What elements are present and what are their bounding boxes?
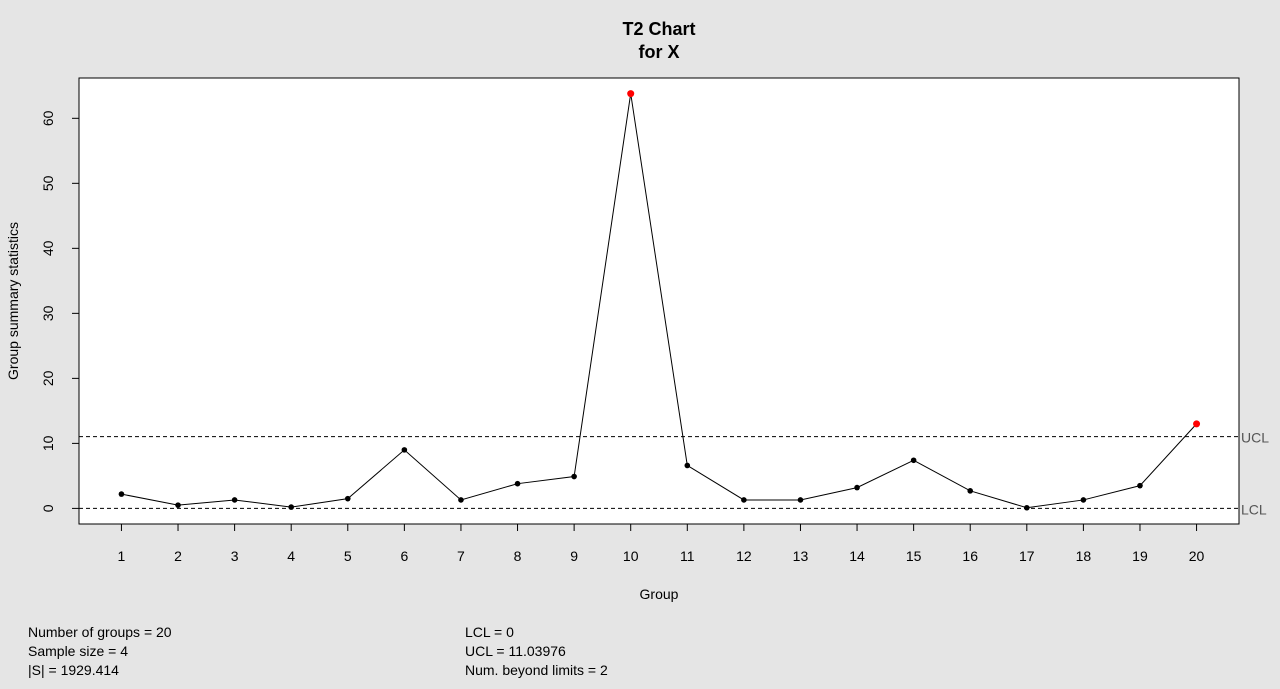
- x-tick-label: 3: [231, 548, 239, 564]
- data-point: [967, 488, 974, 494]
- data-point: [514, 480, 521, 487]
- x-tick-label: 5: [344, 548, 352, 564]
- x-tick-label: 17: [1019, 548, 1035, 564]
- chart-title: T2 Chart: [622, 19, 696, 39]
- data-point: [1080, 497, 1087, 503]
- x-tick-label: 2: [174, 548, 182, 564]
- data-point: [910, 457, 917, 464]
- data-point: [231, 497, 238, 503]
- data-point-violation: [1193, 420, 1201, 428]
- stat-determinant: |S| = 1929.414: [28, 662, 119, 678]
- lcl-label: LCL: [1241, 501, 1267, 517]
- data-point: [1024, 504, 1030, 511]
- ucl-label: UCL: [1241, 430, 1269, 446]
- y-tick-label: 20: [40, 370, 56, 386]
- x-tick-label: 7: [457, 548, 465, 564]
- x-tick-label: 4: [287, 548, 295, 564]
- stat-lcl: LCL = 0: [465, 624, 514, 640]
- data-point: [401, 447, 408, 453]
- x-tick-label: 16: [962, 548, 978, 564]
- x-tick-label: 9: [570, 548, 578, 564]
- y-tick-label: 40: [40, 240, 56, 256]
- y-tick-label: 0: [40, 504, 56, 512]
- y-tick-label: 60: [40, 110, 56, 126]
- x-tick-label: 20: [1189, 548, 1205, 564]
- x-tick-label: 18: [1076, 548, 1092, 564]
- data-point: [175, 502, 181, 508]
- data-point: [458, 497, 464, 503]
- data-point: [797, 497, 804, 503]
- data-point: [684, 462, 691, 469]
- x-tick-label: 14: [849, 548, 865, 564]
- data-point: [1137, 482, 1143, 489]
- stats-left: Number of groups = 20 Sample size = 4 |S…: [28, 623, 172, 680]
- y-tick-label: 10: [40, 435, 56, 451]
- x-tick-label: 6: [400, 548, 408, 564]
- series-line: [121, 93, 1197, 509]
- data-point-violation: [627, 90, 635, 98]
- data-point: [344, 495, 351, 502]
- data-point: [118, 491, 125, 497]
- x-tick-label: 12: [736, 548, 752, 564]
- data-point: [854, 484, 860, 491]
- y-axis-label: Group summary statistics: [5, 222, 21, 380]
- chart-subtitle: for X: [638, 42, 680, 62]
- data-point: [741, 497, 747, 503]
- y-tick-label: 30: [40, 305, 56, 321]
- x-tick-label: 13: [793, 548, 809, 564]
- data-point: [288, 504, 294, 510]
- x-tick-label: 15: [906, 548, 922, 564]
- y-tick-label: 50: [40, 175, 56, 191]
- stat-sample-size: Sample size = 4: [28, 643, 128, 659]
- stat-number-of-groups: Number of groups = 20: [28, 624, 172, 640]
- stats-right: LCL = 0 UCL = 11.03976 Num. beyond limit…: [465, 623, 608, 680]
- x-tick-label: 10: [623, 548, 639, 564]
- stat-beyond-limits: Num. beyond limits = 2: [465, 662, 608, 678]
- x-tick-label: 1: [118, 548, 126, 564]
- stat-ucl: UCL = 11.03976: [465, 643, 566, 659]
- x-tick-label: 11: [680, 548, 695, 564]
- plot-area: [78, 77, 1240, 525]
- x-tick-label: 19: [1132, 548, 1148, 564]
- x-tick-label: 8: [514, 548, 522, 564]
- x-axis-label: Group: [640, 586, 679, 602]
- data-point: [571, 473, 577, 480]
